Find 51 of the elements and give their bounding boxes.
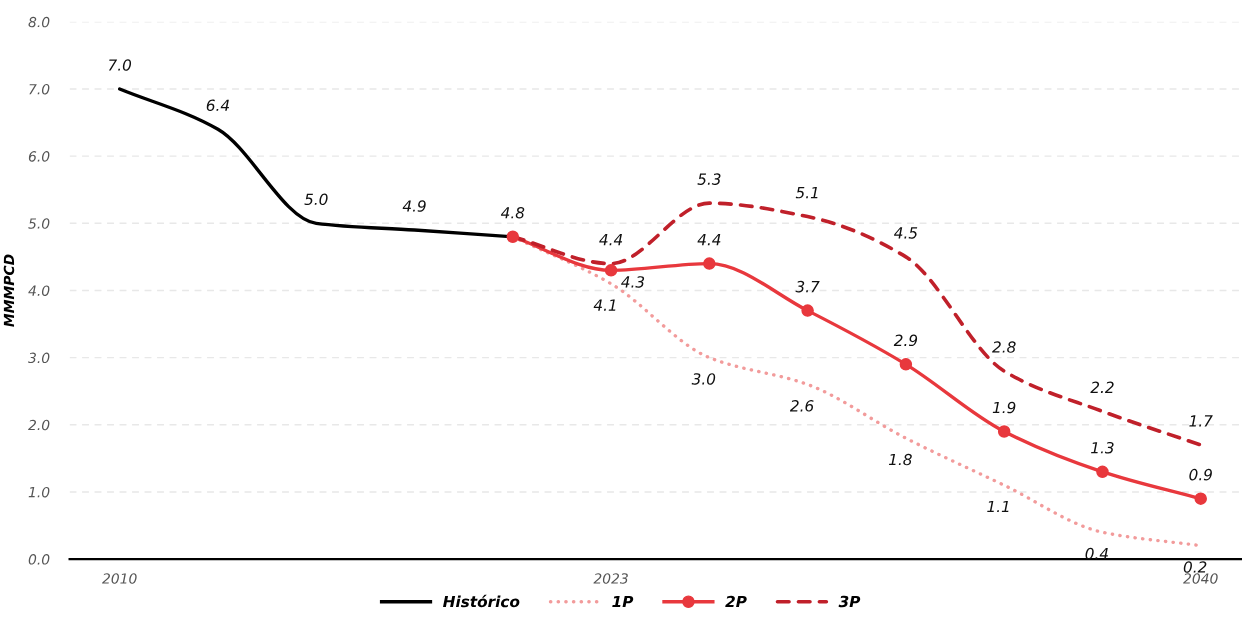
data-label: 1.3 bbox=[1091, 442, 1114, 454]
data-label: 0.4 bbox=[1085, 547, 1108, 560]
data-label: 0.9 bbox=[1189, 468, 1212, 481]
data-label: 7.0 bbox=[108, 59, 132, 71]
y-tick-label: 0.0 bbox=[28, 554, 50, 565]
data-label: 4.1 bbox=[593, 299, 616, 311]
y-tick-label: 8.0 bbox=[28, 16, 50, 28]
data-label: 5.0 bbox=[304, 193, 328, 206]
legend-label: 2P bbox=[725, 595, 747, 608]
data-label: 2.8 bbox=[992, 341, 1016, 353]
data-label: 6.4 bbox=[206, 99, 230, 112]
legend-label: 3P bbox=[838, 595, 861, 608]
data-label: 3.0 bbox=[691, 373, 716, 385]
data-label: 4.4 bbox=[599, 234, 623, 246]
point bbox=[801, 304, 814, 317]
point bbox=[1194, 492, 1207, 505]
x-tick-label: 2040 bbox=[1183, 573, 1218, 584]
point bbox=[703, 257, 716, 270]
data-label: 4.9 bbox=[402, 200, 426, 212]
data-label: 3.7 bbox=[795, 280, 820, 293]
point bbox=[1096, 465, 1109, 479]
point bbox=[604, 264, 618, 277]
data-label: 4.4 bbox=[697, 234, 721, 246]
y-tick-label: 6.0 bbox=[28, 151, 50, 162]
y-tick-label: 4.0 bbox=[28, 285, 50, 296]
data-label: 1.9 bbox=[992, 401, 1016, 414]
point bbox=[506, 230, 520, 243]
data-label: 2.6 bbox=[789, 400, 814, 412]
data-label: 5.3 bbox=[697, 173, 721, 185]
data-label: 0.2 bbox=[1183, 561, 1207, 573]
legend-label: Histórico bbox=[443, 594, 520, 608]
data-label: 1.7 bbox=[1189, 415, 1213, 427]
y-tick-label: 5.0 bbox=[28, 218, 50, 229]
data-label: 4.3 bbox=[621, 276, 645, 288]
data-label: 2.9 bbox=[893, 334, 918, 347]
legend-label: 1P bbox=[612, 595, 634, 608]
point bbox=[997, 425, 1011, 438]
data-label: 5.1 bbox=[795, 187, 818, 199]
data-label: 1.8 bbox=[888, 453, 912, 466]
point bbox=[899, 358, 913, 371]
data-label: 4.8 bbox=[500, 206, 525, 219]
data-label: 2.2 bbox=[1090, 381, 1114, 393]
y-tick-label: 7.0 bbox=[29, 83, 50, 95]
y-tick-label: 3.0 bbox=[28, 352, 50, 364]
y-tick-label: 1.0 bbox=[28, 486, 50, 498]
x-tick-label: 2010 bbox=[102, 573, 137, 584]
y-axis-title: MMMPCD bbox=[3, 254, 15, 327]
x-tick-label: 2023 bbox=[593, 573, 628, 584]
data-label: 1.1 bbox=[987, 500, 1009, 513]
y-tick-label: 2.0 bbox=[28, 419, 50, 431]
data-label: 4.5 bbox=[894, 227, 918, 239]
